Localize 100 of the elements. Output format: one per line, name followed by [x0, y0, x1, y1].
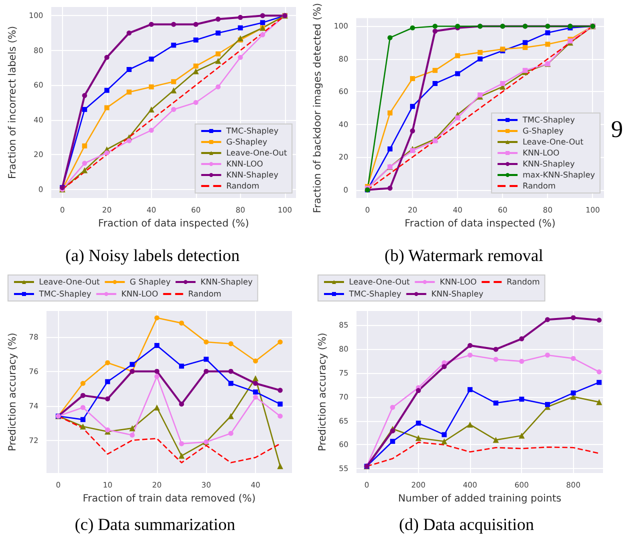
point [410, 148, 416, 154]
legend-label: Random [506, 278, 540, 286]
x-axis-title: Fraction of data inspected (%) [404, 218, 556, 230]
point [104, 54, 110, 60]
point [215, 58, 222, 64]
point [126, 67, 132, 72]
point [519, 396, 524, 402]
point [442, 432, 447, 438]
legend-label: G-Shapley [226, 138, 268, 146]
legend-label: Leave-One-Out [522, 138, 584, 146]
point [442, 364, 447, 370]
point [478, 50, 483, 55]
point [522, 45, 528, 50]
point [148, 84, 154, 90]
point [410, 25, 416, 30]
text: (d) Data acquisition [398, 515, 535, 534]
legend-label: TMC-Shapley [348, 290, 402, 298]
point [519, 336, 524, 342]
point [82, 143, 88, 148]
legend-label: KNN-LOO [522, 148, 560, 158]
point [204, 356, 209, 362]
point [455, 115, 460, 120]
point [179, 441, 184, 446]
point [238, 25, 243, 30]
point [193, 100, 198, 105]
point [216, 16, 221, 22]
x-axis-title: Fraction of train data removed (%) [82, 493, 256, 504]
text: 9 [611, 117, 623, 143]
point [253, 358, 258, 364]
point [126, 30, 132, 36]
point [260, 20, 266, 26]
point [410, 104, 416, 109]
point [432, 68, 438, 73]
legend-label: Random [522, 182, 556, 190]
legend-label: Leave-One-Out [226, 148, 288, 158]
point [468, 343, 473, 348]
point [410, 128, 416, 134]
point [171, 106, 176, 112]
point [216, 84, 221, 90]
point [596, 399, 602, 406]
point [416, 388, 421, 394]
point [178, 452, 185, 459]
point [193, 64, 198, 69]
point [171, 42, 176, 48]
point [104, 105, 110, 110]
point [410, 76, 416, 82]
point [518, 432, 525, 439]
point [105, 427, 110, 432]
point [390, 438, 396, 444]
point [126, 90, 132, 95]
point [278, 414, 283, 419]
point [154, 342, 160, 348]
point [228, 430, 234, 436]
point [519, 358, 524, 364]
point [228, 413, 234, 420]
point [545, 30, 550, 36]
legend-label: TMC-Shapley [38, 290, 92, 298]
point [596, 380, 602, 385]
legend-label: TMC-Shapley [522, 116, 576, 124]
point [278, 402, 283, 407]
point [179, 320, 184, 326]
legend-label: KNN-Shapley [200, 278, 253, 286]
point [253, 394, 258, 400]
point [148, 56, 154, 62]
point [80, 417, 86, 422]
point [493, 356, 498, 362]
legend-label: max-KNN-Shapley [522, 170, 596, 180]
point [148, 22, 154, 27]
point [130, 432, 135, 438]
point [596, 369, 602, 374]
point [388, 146, 393, 152]
y-axis-title: Prediction accuracy (%) [318, 332, 328, 452]
point [129, 425, 136, 432]
point [390, 404, 396, 410]
point [468, 387, 473, 392]
point [80, 405, 86, 410]
point [154, 368, 160, 374]
point [104, 150, 110, 156]
point [260, 32, 266, 38]
point [415, 435, 422, 442]
point [104, 88, 110, 93]
point [493, 400, 498, 406]
text: (c) Data summarization [74, 515, 236, 534]
point [154, 315, 160, 320]
y-axis-title: Fraction of backdoor images detected (%) [312, 2, 324, 214]
x-axis-title: Number of added training points [398, 493, 562, 504]
point [237, 35, 244, 42]
legend-label: Leave-One-Out [349, 278, 410, 286]
point [238, 14, 243, 20]
point [228, 368, 234, 374]
point [171, 22, 176, 27]
point [204, 340, 209, 345]
point [432, 24, 438, 29]
point [493, 346, 498, 352]
point [432, 28, 438, 34]
y-axis-title: Fraction of incorrect labels (%) [8, 26, 18, 180]
point [179, 402, 184, 407]
legend-label: Random [188, 290, 222, 298]
point [238, 54, 243, 60]
point [148, 128, 154, 133]
